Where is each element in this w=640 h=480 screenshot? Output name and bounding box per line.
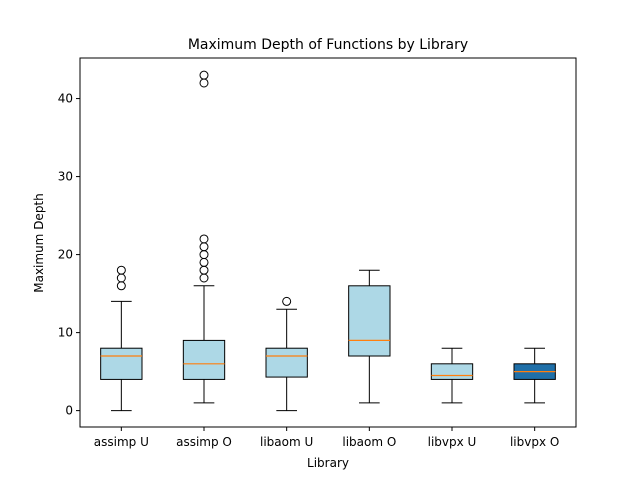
x-tick-label: libaom O xyxy=(342,435,396,449)
x-tick-label: libaom U xyxy=(260,435,313,449)
outlier-point xyxy=(199,234,209,244)
plot-area xyxy=(79,57,577,428)
outlier-point xyxy=(199,70,209,80)
x-axis-label: Library xyxy=(307,456,349,470)
outlier-point xyxy=(116,273,126,283)
box-iqr xyxy=(100,347,143,380)
box-assimp-u xyxy=(100,265,143,412)
y-tick-label: 0 xyxy=(65,404,73,418)
box-iqr xyxy=(182,339,226,380)
box-libvpx-u xyxy=(430,347,474,404)
x-tick-label: libvpx O xyxy=(510,435,559,449)
chart-title: Maximum Depth of Functions by Library xyxy=(188,37,468,53)
outlier-point xyxy=(199,242,209,252)
outlier-point xyxy=(116,265,126,275)
y-axis: 0 10 20 30 40 xyxy=(58,92,80,418)
outlier-point xyxy=(199,78,209,88)
x-axis: assimp U assimp O libaom U libaom O libvpx U… xyxy=(94,427,559,449)
x-tick-label: assimp O xyxy=(176,435,232,449)
x-tick-label: assimp U xyxy=(94,435,149,449)
y-tick-label: 40 xyxy=(58,92,73,106)
y-axis-label: Maximum Depth xyxy=(32,193,46,293)
x-tick-label: libvpx U xyxy=(428,435,477,449)
outlier-point xyxy=(199,250,209,260)
outlier-point xyxy=(199,257,209,267)
outlier-point xyxy=(199,265,209,275)
y-tick-label: 30 xyxy=(58,170,73,184)
plot-frame xyxy=(79,57,577,428)
y-tick-label: 10 xyxy=(58,326,73,340)
box-assimp-o xyxy=(182,70,226,404)
box-libvpx-o xyxy=(513,347,556,404)
box-libaom-u xyxy=(265,296,308,412)
box-iqr xyxy=(430,363,474,380)
box-iqr xyxy=(348,285,391,357)
y-tick-label: 20 xyxy=(58,248,73,262)
outlier-point xyxy=(282,296,292,306)
outlier-point xyxy=(199,273,209,283)
box-iqr xyxy=(265,347,308,378)
box-libaom-o xyxy=(348,269,391,404)
outlier-point xyxy=(116,281,126,291)
